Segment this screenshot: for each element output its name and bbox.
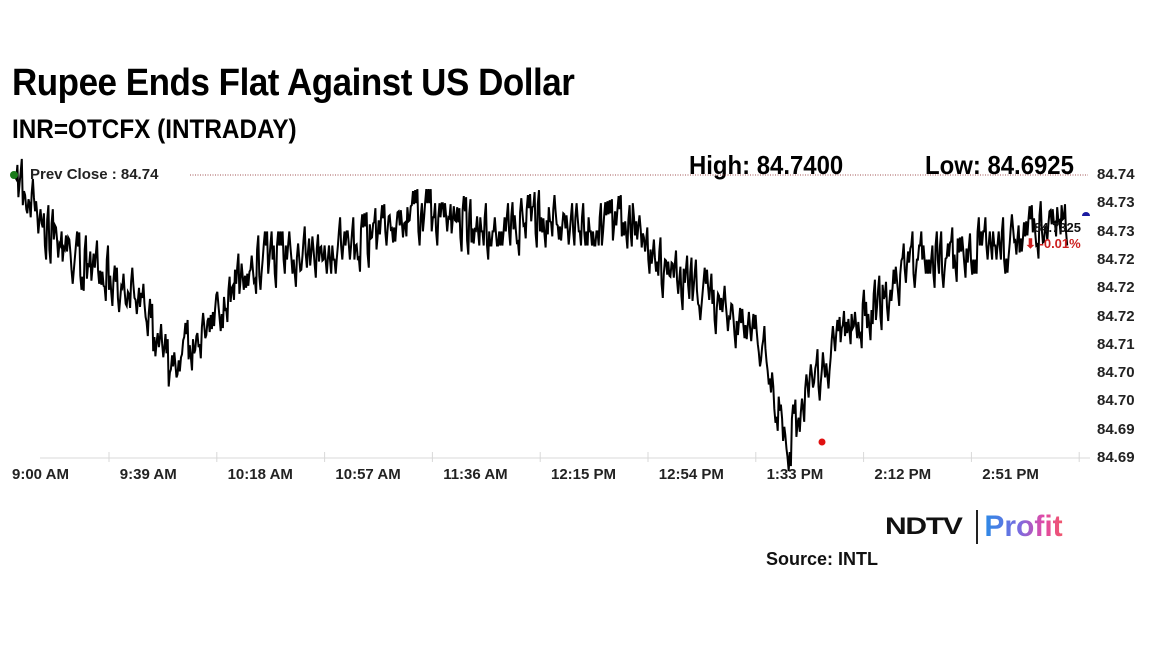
- y-tick-label: 84.73: [1097, 194, 1135, 212]
- x-tick-label: 2:51 PM: [982, 466, 1039, 483]
- x-tick-label: 9:39 AM: [119, 466, 177, 483]
- x-tick-label: 12:15 PM: [551, 466, 617, 483]
- y-tick-label: 84.70: [1097, 392, 1135, 410]
- y-tick-label: 84.72: [1097, 250, 1135, 268]
- y-tick-label: 84.74: [1097, 166, 1135, 183]
- x-tick-label: 9:00 AM: [12, 466, 69, 483]
- low-marker: [818, 438, 826, 446]
- brand-profit: Profit: [984, 510, 1063, 543]
- y-tick-label: 84.69: [1097, 449, 1135, 466]
- source-label: Source: INTL: [766, 549, 879, 569]
- x-tick-label: 2:12 PM: [874, 466, 932, 483]
- y-tick-label: 84.71: [1097, 335, 1135, 353]
- x-tick-label: 10:57 AM: [335, 466, 401, 483]
- x-tick-label: 11:36 AM: [443, 466, 508, 483]
- brand-ndtv: NDTV: [885, 513, 963, 540]
- low-value-label: Low: 84.6925: [925, 150, 1074, 180]
- x-tick-label: 1:33 PM: [766, 466, 824, 483]
- chart-subtitle: INR=OTCFX (INTRADAY): [12, 114, 297, 144]
- y-tick-label: 84.73: [1097, 222, 1135, 240]
- y-tick-label: 84.69: [1097, 420, 1135, 438]
- price-line: [13, 158, 1069, 472]
- prev-close-marker: [10, 171, 18, 179]
- x-tick-label: 10:18 AM: [227, 466, 293, 483]
- price-change-label: ⬇ -0.01%: [1025, 236, 1081, 251]
- y-tick-label: 84.70: [1097, 364, 1135, 382]
- y-tick-label: 84.72: [1097, 307, 1135, 325]
- x-tick-label: 12:54 PM: [658, 466, 724, 483]
- x-axis-ticks: [108, 452, 1080, 462]
- brand-logo: NDTV Profit: [885, 510, 1063, 544]
- chart-title: Rupee Ends Flat Against US Dollar: [12, 62, 575, 104]
- brand-separator: [976, 510, 979, 544]
- last-price-marker: [1082, 212, 1090, 216]
- prev-close-label: Prev Close : 84.74: [30, 166, 159, 183]
- last-price-label: 84.7325: [1034, 220, 1081, 235]
- y-tick-label: 84.72: [1097, 279, 1135, 297]
